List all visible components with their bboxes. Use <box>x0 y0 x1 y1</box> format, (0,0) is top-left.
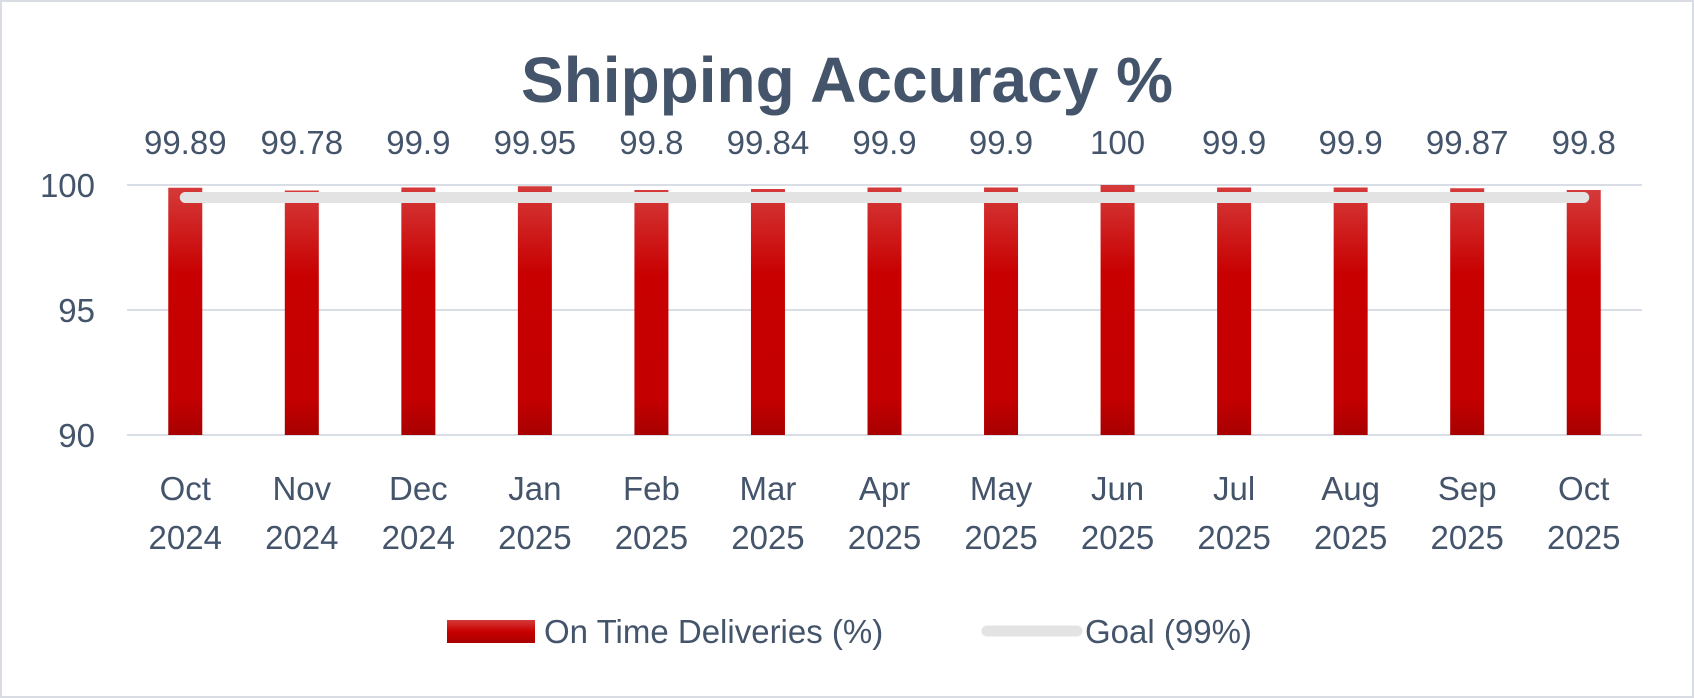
data-label: 99.9 <box>1202 124 1266 161</box>
data-label: 99.89 <box>144 124 227 161</box>
x-tick-label-month: Sep <box>1438 470 1497 507</box>
x-tick-label-year: 2024 <box>265 519 338 556</box>
x-axis-ticks: Oct 2024 Nov 2024 Dec 2024 Jan 2025 Feb 2025 Mar 20… <box>149 470 1621 556</box>
bar <box>1333 187 1368 435</box>
y-tick-label: 95 <box>58 292 95 329</box>
x-tick-label-year: 2025 <box>1197 519 1270 556</box>
data-label: 99.9 <box>969 124 1033 161</box>
bar <box>750 189 785 435</box>
bar <box>1566 190 1601 435</box>
data-label: 99.87 <box>1426 124 1509 161</box>
bar <box>867 187 902 435</box>
bar <box>1217 187 1252 435</box>
data-label: 99.8 <box>1552 124 1616 161</box>
bar <box>284 190 319 435</box>
x-tick-label-year: 2025 <box>964 519 1037 556</box>
x-tick-label-month: Apr <box>859 470 910 507</box>
x-tick-label-year: 2024 <box>149 519 222 556</box>
bar <box>1100 185 1135 435</box>
bar <box>401 187 436 435</box>
x-tick-label-year: 2025 <box>1314 519 1387 556</box>
x-tick-label-year: 2025 <box>1430 519 1503 556</box>
x-tick-label-year: 2025 <box>848 519 921 556</box>
bar <box>634 190 669 435</box>
data-label: 99.8 <box>619 124 683 161</box>
x-tick-label-month: Jul <box>1213 470 1255 507</box>
x-tick-label-year: 2025 <box>1547 519 1620 556</box>
y-tick-label: 90 <box>58 417 95 454</box>
x-tick-label-year: 2024 <box>382 519 455 556</box>
data-label: 99.9 <box>1319 124 1383 161</box>
legend-swatch-deliveries <box>447 620 535 643</box>
x-tick-label-month: Oct <box>160 470 211 507</box>
legend-label-goal: Goal (99%) <box>1085 613 1252 650</box>
chart-title: Shipping Accuracy % <box>521 44 1173 116</box>
bar <box>517 186 552 435</box>
legend-label-deliveries: On Time Deliveries (%) <box>544 613 883 650</box>
y-tick-label: 100 <box>40 167 95 204</box>
data-labels: 99.89 99.78 99.9 99.95 99.8 99.84 99.9 99.9 100 9… <box>144 124 1616 161</box>
data-label: 99.84 <box>727 124 810 161</box>
data-label: 99.9 <box>386 124 450 161</box>
data-label: 100 <box>1090 124 1145 161</box>
x-tick-label-month: Oct <box>1558 470 1609 507</box>
x-tick-label-month: Feb <box>623 470 680 507</box>
bar <box>168 187 203 435</box>
x-tick-label-year: 2025 <box>615 519 688 556</box>
x-tick-label-month: Jan <box>508 470 561 507</box>
x-tick-label-month: Nov <box>272 470 331 507</box>
legend: On Time Deliveries (%) Goal (99%) <box>447 613 1252 650</box>
y-axis-ticks: 90 95 100 <box>40 167 95 454</box>
x-tick-label-month: Jun <box>1091 470 1144 507</box>
x-tick-label-month: Aug <box>1321 470 1380 507</box>
data-label: 99.9 <box>852 124 916 161</box>
bars <box>168 185 1601 435</box>
x-tick-label-year: 2025 <box>498 519 571 556</box>
bar <box>984 187 1019 435</box>
x-tick-label-month: May <box>970 470 1033 507</box>
x-tick-label-year: 2025 <box>1081 519 1154 556</box>
x-tick-label-month: Mar <box>740 470 797 507</box>
x-tick-label-month: Dec <box>389 470 448 507</box>
x-tick-label-year: 2025 <box>731 519 804 556</box>
data-label: 99.78 <box>261 124 344 161</box>
data-label: 99.95 <box>494 124 577 161</box>
bar <box>1450 188 1485 435</box>
